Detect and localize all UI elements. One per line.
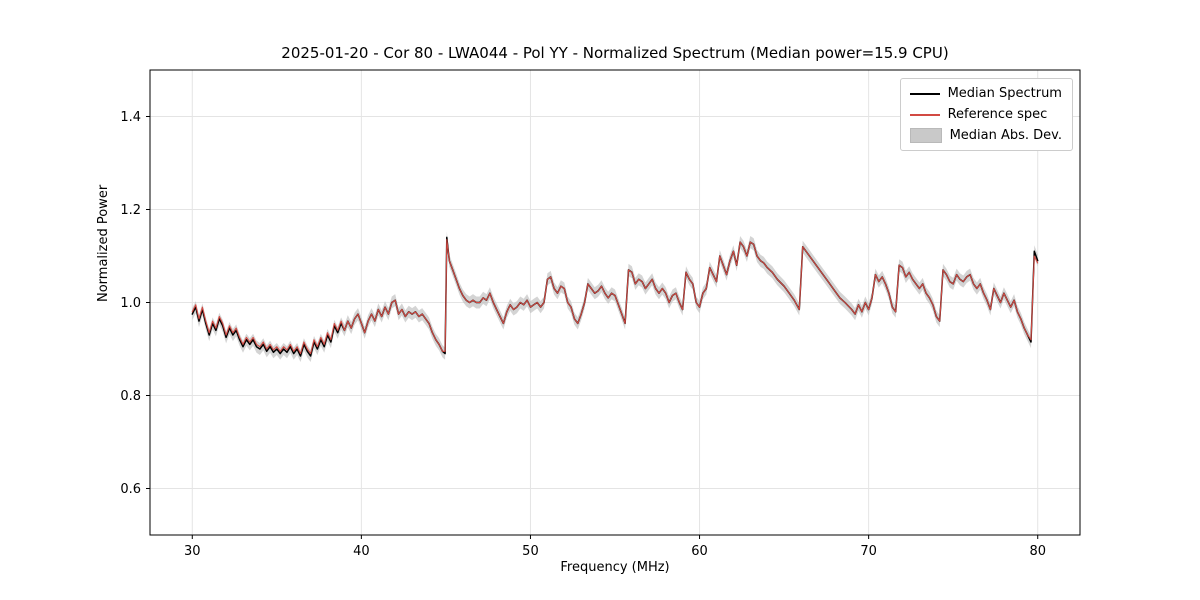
legend-line-swatch: [909, 113, 940, 116]
legend-entry: Median Spectrum: [909, 86, 1062, 101]
reference-spec-line: [191, 239, 1039, 355]
legend-label: Median Abs. Dev.: [949, 128, 1062, 143]
x-tick-label: 50: [522, 544, 539, 559]
y-tick-label: 0.6: [120, 482, 141, 497]
legend-label: Reference spec: [947, 107, 1048, 122]
x-tick-label: 40: [353, 544, 370, 559]
x-tick-label: 70: [860, 544, 877, 559]
y-tick-label: 1.4: [120, 110, 141, 125]
y-tick-label: 0.8: [120, 389, 141, 404]
x-tick-label: 60: [691, 544, 708, 559]
y-tick-label: 1.2: [120, 203, 141, 218]
legend-patch-swatch: [909, 128, 942, 143]
x-tick-label: 30: [184, 544, 201, 559]
legend-label: Median Spectrum: [947, 86, 1062, 101]
chart-title: 2025-01-20 - Cor 80 - LWA044 - Pol YY - …: [281, 44, 949, 62]
x-axis-label: Frequency (MHz): [560, 560, 670, 575]
y-tick-label: 1.0: [120, 296, 141, 311]
legend-entry: Reference spec: [909, 107, 1062, 122]
legend-entry: Median Abs. Dev.: [909, 128, 1062, 143]
x-tick-label: 80: [1029, 544, 1046, 559]
legend-line-swatch: [909, 92, 940, 95]
legend: Median Spectrum Reference spec Median Abs.…: [899, 78, 1073, 151]
